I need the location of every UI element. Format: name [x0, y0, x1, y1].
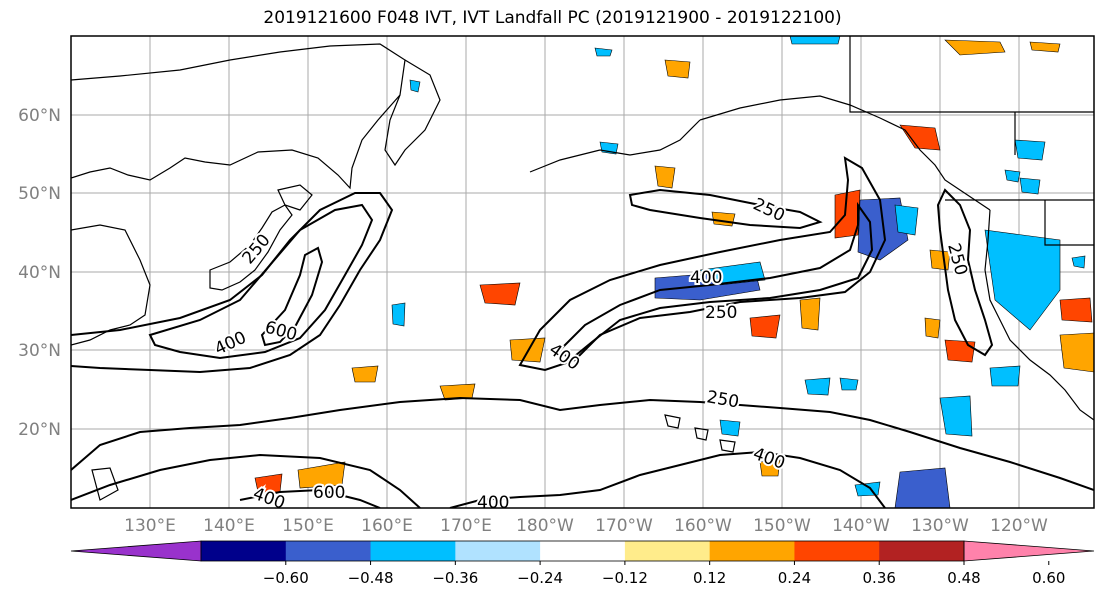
colorbar-border: [200, 540, 965, 562]
colorbar-segment: [794, 541, 880, 561]
lon-label: 170°E: [440, 516, 492, 536]
latitude-labels: 60°N 50°N 40°N 30°N 20°N: [18, 106, 61, 440]
colorbar-segment: [285, 541, 372, 561]
lon-label: 140°W: [832, 516, 890, 536]
lat-label: 40°N: [18, 263, 61, 283]
colorbar-segment: [201, 541, 287, 561]
lat-label: 50°N: [18, 184, 61, 204]
ivt-contours: [71, 156, 1094, 508]
lon-label: 160°W: [674, 516, 732, 536]
lat-label: 30°N: [18, 341, 61, 361]
contour-label: 400: [477, 493, 509, 513]
lon-label: 130°E: [124, 516, 176, 536]
colorbar-tick-label: −0.12: [602, 569, 648, 587]
colorbar: −0.60 −0.48 −0.36 −0.24 −0.12 0.12 0.24 0.36 0.4…: [70, 540, 1095, 587]
colorbar-tick-label: 0.12: [693, 569, 726, 587]
colorbar-tick-label: −0.24: [517, 569, 563, 587]
lon-label: 120°W: [990, 516, 1048, 536]
colorbar-segment: [540, 541, 626, 561]
colorbar-extend-low: [70, 540, 202, 562]
lon-label: 160°E: [361, 516, 413, 536]
colorbar-tick-label: 0.24: [778, 569, 811, 587]
colorbar-segment: [709, 541, 795, 561]
colorbar-segment: [879, 541, 965, 561]
map-frame: [70, 35, 1095, 509]
colorbar-tick-label: −0.48: [348, 569, 394, 587]
contour-label: 250: [705, 303, 737, 323]
colorbar-segment: [370, 541, 456, 561]
colorbar-tick-label: −0.36: [432, 569, 478, 587]
lon-label: 140°E: [203, 516, 255, 536]
contour-label: 400: [690, 268, 722, 288]
lat-label: 60°N: [18, 106, 61, 126]
lon-label: 150°W: [753, 516, 811, 536]
colorbar-segment: [624, 541, 711, 561]
colorbar-tick-label: 0.60: [1032, 569, 1065, 587]
lat-label: 20°N: [18, 420, 61, 440]
colorbar-tick-label: 0.36: [863, 569, 896, 587]
longitude-labels: 130°E 140°E 150°E 160°E 170°E 180°W 170°…: [124, 516, 1048, 536]
lon-label: 150°E: [282, 516, 334, 536]
contour-label: 600: [313, 483, 345, 503]
lon-label: 130°W: [911, 516, 969, 536]
colorbar-tick-label: 0.48: [947, 569, 980, 587]
lon-label: 180°W: [516, 516, 574, 536]
map-title: 2019121600 F048 IVT, IVT Landfall PC (20…: [263, 8, 842, 28]
ivt-shading: [254, 36, 1094, 508]
colorbar-tick-label: −0.60: [263, 569, 309, 587]
lon-label: 170°W: [595, 516, 653, 536]
colorbar-extend-high: [963, 540, 1095, 562]
colorbar-segment: [455, 541, 541, 561]
